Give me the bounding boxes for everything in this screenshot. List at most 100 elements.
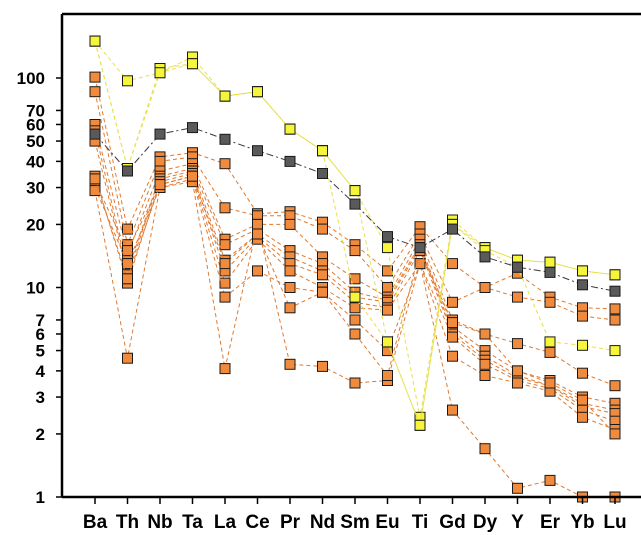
data-point-Yb [577,265,588,277]
data-point-Ta [187,170,198,182]
x-tick-label-Ti: Ti [412,512,429,533]
data-point-Gd [447,258,458,270]
x-tick-label-Eu: Eu [375,512,399,533]
data-point-Er [544,346,556,358]
data-point-Ba [89,128,101,140]
x-tick-label-Sm: Sm [340,512,370,533]
data-point-Nd [317,360,328,372]
data-point-Th [122,75,133,87]
data-point-Sm [349,291,361,303]
data-point-Gd [447,317,458,329]
series-yellow-2 [89,35,621,431]
x-tick-label-Ta: Ta [182,512,203,533]
data-point-Sm [349,328,361,340]
data-point-Eu [382,242,393,254]
series-orange-5 [89,86,621,326]
data-point-Yb [577,310,588,322]
series-layer [89,35,621,503]
data-point-Sm [349,245,361,257]
data-point-Gd [447,223,458,235]
data-point-Eu [382,370,393,381]
series-line [94,130,616,404]
data-point-La [219,363,231,375]
x-tick-label-Nd: Nd [310,512,335,533]
x-tick-label-Nb: Nb [147,512,172,533]
data-point-Sm [349,273,361,285]
data-point-Er [544,377,556,389]
data-point-Nb [154,128,166,140]
y-tick-label: 70 [26,101,45,120]
data-point-Pr [284,218,296,230]
data-point-Yb [577,279,588,291]
data-point-Ta [187,58,198,70]
data-point-La [219,158,231,170]
series-line [94,40,616,428]
x-tick-label-Pr: Pr [280,512,301,533]
data-point-Y [512,377,523,389]
data-point-Er [544,256,556,268]
x-tick-label-Gd: Gd [439,512,465,533]
data-point-La [219,133,231,145]
data-point-Th [122,352,133,364]
data-point-Y [512,338,523,350]
x-tick-label-Y: Y [511,512,524,533]
data-point-La [219,202,231,214]
data-point-La [219,90,231,102]
data-point-Ta [187,122,198,134]
series-line [94,175,616,435]
y-tick-label: 30 [26,179,45,198]
data-point-Nd [317,286,328,298]
series-line [94,178,616,430]
data-point-Pr [284,302,296,314]
x-tick-label-Er: Er [540,512,561,533]
data-point-Dy [479,282,491,293]
data-point-Pr [284,155,296,167]
data-point-Lu [609,428,621,440]
series-orange-7 [89,125,621,409]
data-point-Nb [154,67,166,79]
y-tick-label: 2 [36,425,45,444]
data-point-Ba [89,185,101,197]
data-point-La [219,277,231,289]
x-tick-label-Ba: Ba [83,512,108,533]
y-tick-label: 20 [26,215,45,234]
x-tick-label-Dy: Dy [473,512,498,533]
x-tick-label-Ce: Ce [245,512,269,533]
data-point-Ce [252,265,263,277]
series-line [94,40,616,428]
x-tick-label-Th: Th [116,512,139,533]
series-line [94,40,616,418]
data-point-Ba [89,173,101,185]
series-yellow-1 [89,35,621,423]
data-point-Gd [447,296,458,308]
data-point-Gd [447,404,458,416]
data-point-Er [544,266,556,278]
data-point-La [219,291,231,303]
data-point-Ti [414,419,426,431]
x-tick-label-La: La [214,512,237,533]
y-tick-label: 60 [26,115,45,134]
data-point-Ce [252,218,263,230]
data-point-Pr [284,265,296,277]
series-yellow-3 [89,35,621,431]
series-dark-0 [89,122,621,297]
data-point-Sm [349,185,361,197]
data-point-Sm [349,302,361,314]
data-point-Lu [609,285,621,297]
data-point-La [219,258,231,270]
x-tick-label-Yb: Yb [570,512,594,533]
data-point-La [219,239,231,251]
data-point-Nd [317,145,328,157]
y-tick-label: 50 [26,132,45,151]
y-tick-label: 1 [36,488,45,507]
data-point-Yb [577,411,588,423]
data-point-Sm [349,377,361,389]
data-point-Th [122,245,133,257]
data-point-Dy [479,370,491,381]
data-point-Sm [349,198,361,210]
y-tick-label: 10 [26,279,45,298]
data-point-Ba [89,71,101,83]
data-point-Er [544,296,556,308]
